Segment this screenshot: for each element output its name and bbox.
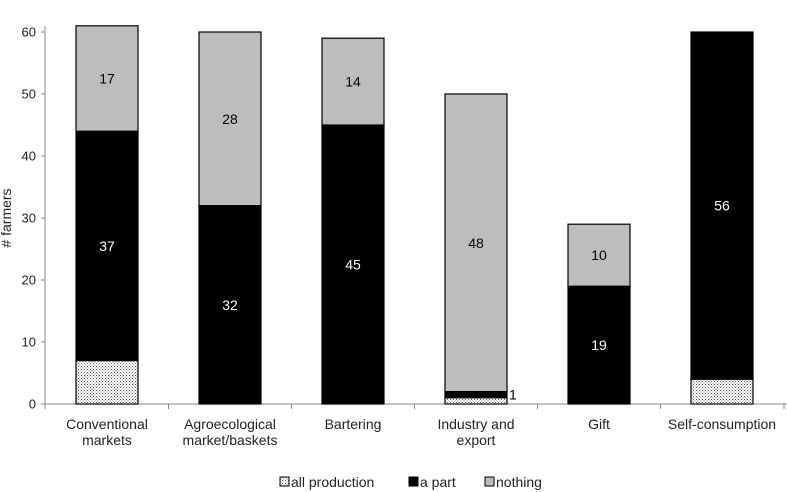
legend-label: nothing bbox=[496, 474, 542, 490]
data-labels: 37 17 32 28 45 14 1 48 19 10 56 bbox=[99, 71, 730, 403]
y-tick-label: 20 bbox=[22, 273, 36, 288]
legend-swatch bbox=[484, 476, 495, 487]
bar-segment bbox=[690, 378, 754, 405]
bar-segment bbox=[198, 31, 262, 207]
legend-label: a part bbox=[420, 474, 456, 490]
x-category-label: market/baskets bbox=[183, 432, 278, 448]
x-category-label: Agroecological bbox=[184, 416, 276, 432]
y-tick-label: 60 bbox=[22, 25, 36, 40]
y-tick-label: 30 bbox=[22, 211, 36, 226]
legend-swatch bbox=[279, 476, 290, 487]
data-label: 1 bbox=[509, 387, 517, 403]
y-axis-title: # farmers bbox=[0, 188, 14, 247]
data-label: 45 bbox=[345, 257, 361, 273]
data-label: 14 bbox=[345, 74, 361, 90]
x-category-label: Conventional bbox=[66, 416, 148, 432]
bars bbox=[75, 25, 754, 405]
y-tick-label: 40 bbox=[22, 149, 36, 164]
x-category-label: Industry and bbox=[437, 416, 514, 432]
bar-segment bbox=[444, 391, 508, 399]
legend-swatch bbox=[408, 476, 419, 487]
x-category-label: export bbox=[457, 432, 496, 448]
y-tick-label: 0 bbox=[29, 397, 36, 412]
y-tick-label: 50 bbox=[22, 87, 36, 102]
x-category-label: Self-consumption bbox=[668, 416, 776, 432]
bar-segment bbox=[690, 31, 754, 380]
legend-label: all production bbox=[291, 474, 374, 490]
bar-segment bbox=[567, 285, 631, 405]
data-label: 56 bbox=[714, 198, 730, 214]
x-category-label: markets bbox=[82, 432, 132, 448]
y-tick-label: 10 bbox=[22, 335, 36, 350]
data-label: 48 bbox=[468, 235, 484, 251]
data-label: 32 bbox=[222, 297, 238, 313]
bar-segment bbox=[75, 360, 139, 405]
bar-segment bbox=[321, 37, 385, 126]
data-label: 17 bbox=[99, 71, 115, 87]
x-category-label: Bartering bbox=[325, 416, 382, 432]
bar-segment bbox=[198, 205, 262, 405]
x-category-label: Gift bbox=[588, 416, 610, 432]
data-label: 19 bbox=[591, 337, 607, 353]
legend: all production a part nothing bbox=[279, 474, 542, 490]
data-label: 37 bbox=[99, 238, 115, 254]
data-label: 10 bbox=[591, 247, 607, 263]
bar-segment bbox=[567, 223, 631, 287]
bar-segment bbox=[444, 93, 508, 393]
data-label: 28 bbox=[222, 111, 238, 127]
bar-segment bbox=[444, 397, 508, 405]
bar-segment bbox=[75, 25, 139, 132]
